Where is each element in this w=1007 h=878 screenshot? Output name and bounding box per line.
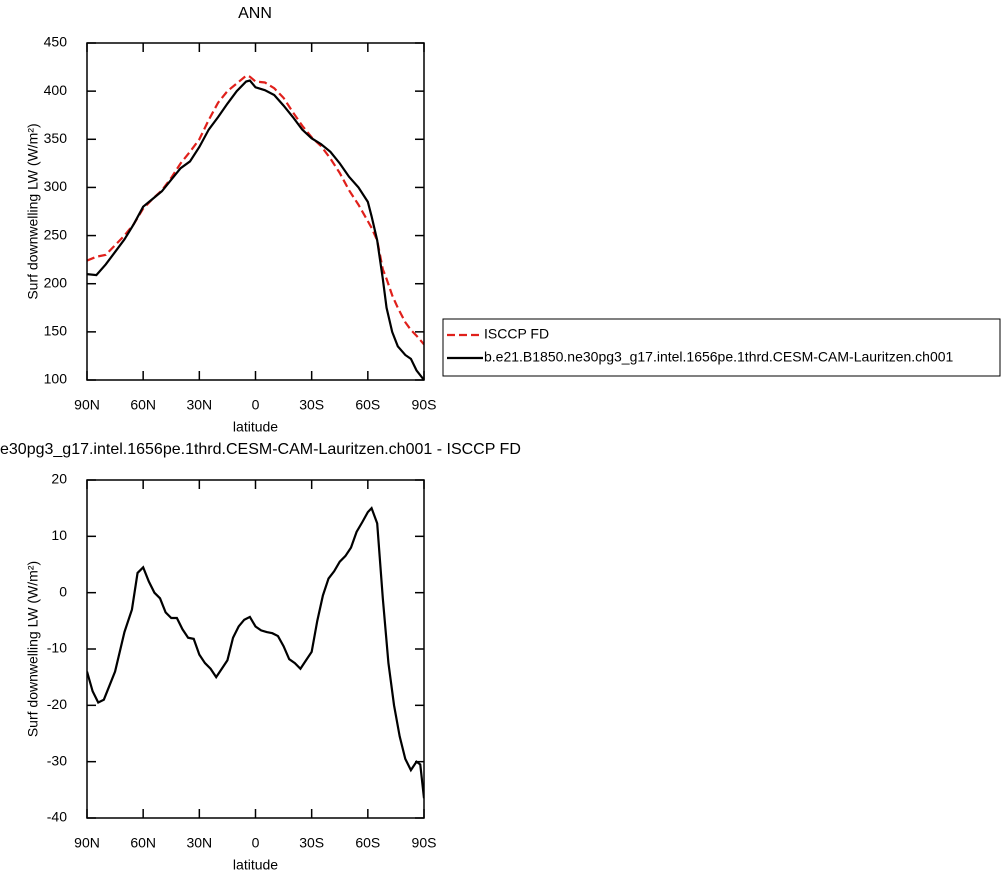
x-tick-label: 90N (74, 835, 100, 851)
series-line (87, 74, 424, 346)
legend-label: ISCCP FD (484, 326, 549, 342)
x-axis-label: latitude (233, 419, 278, 435)
y-tick-label: -10 (47, 640, 67, 656)
legend-label: b.e21.B1850.ne30pg3_g17.intel.1656pe.1th… (484, 349, 954, 365)
legend-box (442, 318, 1001, 377)
x-tick-label: 0 (252, 835, 260, 851)
x-tick-label: 60S (355, 835, 380, 851)
x-tick-label: 90N (74, 397, 100, 413)
y-tick-label: 20 (51, 471, 67, 487)
y-tick-label: -20 (47, 696, 67, 712)
x-tick-label: 90S (412, 835, 437, 851)
series-line (87, 79, 424, 381)
y-tick-label: 450 (44, 34, 68, 50)
x-tick-label: 30S (299, 835, 324, 851)
plot-frame (86, 42, 425, 381)
x-tick-label: 60N (130, 397, 156, 413)
x-tick-label: 30N (186, 835, 212, 851)
y-tick-label: -40 (47, 809, 67, 825)
y-tick-label: -30 (47, 752, 67, 768)
x-axis-label: latitude (233, 857, 278, 873)
y-tick-label: 400 (44, 82, 68, 98)
y-tick-label: 300 (44, 178, 68, 194)
y-tick-label: 100 (44, 371, 68, 387)
series-line (87, 506, 424, 799)
y-tick-label: 0 (59, 583, 67, 599)
x-tick-label: 90S (412, 397, 437, 413)
y-axis-label: Surf downwelling LW (W/m²) (25, 561, 41, 737)
plot-frame (86, 479, 425, 819)
x-tick-label: 60N (130, 835, 156, 851)
y-tick-label: 250 (44, 226, 68, 242)
y-tick-label: 150 (44, 323, 68, 339)
x-tick-label: 60S (355, 397, 380, 413)
y-tick-label: 200 (44, 274, 68, 290)
chart-title: ANN (238, 5, 272, 22)
y-tick-label: 10 (51, 527, 67, 543)
x-tick-label: 30S (299, 397, 324, 413)
x-tick-label: 30N (186, 397, 212, 413)
y-axis-label: Surf downwelling LW (W/m²) (25, 123, 41, 299)
y-tick-label: 350 (44, 130, 68, 146)
chart-title: e30pg3_g17.intel.1656pe.1thrd.CESM-CAM-L… (0, 441, 521, 458)
x-tick-label: 0 (252, 397, 260, 413)
